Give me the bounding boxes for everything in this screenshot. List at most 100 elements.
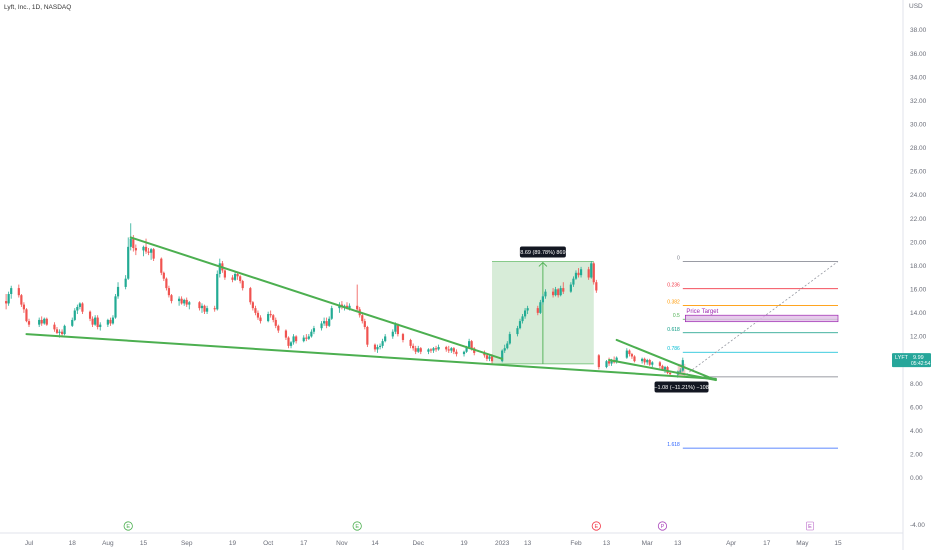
y-tick-label: 24.00 [910, 192, 927, 199]
candle [251, 301, 254, 311]
candle-body [289, 342, 293, 346]
candle-body [277, 325, 280, 331]
trendline-lower[interactable] [25, 333, 717, 380]
candle-body [81, 303, 84, 312]
candle [63, 324, 66, 336]
candle-body [376, 347, 379, 350]
candle-body [501, 350, 504, 362]
candle [289, 341, 293, 349]
candle-body [595, 282, 598, 291]
candle [536, 305, 539, 316]
event-marker[interactable]: E [352, 521, 362, 531]
candle-body [249, 288, 252, 303]
trendline-wedge-upper[interactable] [615, 338, 717, 382]
candle-body [272, 315, 275, 320]
candle-body [391, 331, 394, 337]
candle [73, 308, 76, 322]
candle-body [681, 360, 684, 371]
candle [409, 338, 412, 349]
trendline-upper[interactable] [129, 236, 504, 360]
x-tick-label: 15 [834, 540, 842, 547]
projection-label-bg [654, 381, 709, 393]
candle-body [658, 362, 662, 366]
candle-body [541, 296, 544, 303]
candle-body [605, 361, 608, 368]
candle-body [7, 294, 10, 304]
candle-body [356, 305, 359, 310]
candle-body [307, 336, 310, 339]
candle-body [630, 354, 634, 357]
candle-body [274, 319, 277, 326]
candle-body [256, 312, 260, 318]
candle [302, 335, 305, 343]
candle-body [213, 308, 216, 310]
candle [81, 302, 84, 315]
candle [506, 341, 509, 350]
candle-body [167, 288, 171, 296]
candle [483, 350, 486, 358]
projection-box[interactable] [677, 363, 686, 377]
candle [20, 294, 23, 307]
candle [312, 325, 316, 335]
candle-body [468, 341, 471, 348]
y-tick-label: 38.00 [910, 27, 927, 34]
candle [5, 294, 8, 310]
candle-body [323, 321, 326, 324]
candle [646, 358, 649, 365]
candle-body [259, 317, 262, 322]
candle [592, 262, 595, 285]
candle-body [76, 306, 79, 311]
candle [53, 322, 56, 332]
event-marker-circle [657, 521, 668, 531]
event-marker-circle [123, 521, 133, 531]
event-marker[interactable]: E [806, 521, 815, 531]
x-tick-label: Jul [25, 540, 34, 547]
candle-body [646, 360, 649, 363]
candle-body [231, 277, 234, 280]
candle-body [99, 324, 102, 327]
event-marker[interactable]: E [123, 521, 133, 531]
candle [681, 357, 684, 372]
candle [241, 279, 244, 291]
candle-body [205, 308, 209, 312]
candle-body [22, 304, 26, 310]
price-target-band[interactable] [685, 314, 839, 323]
candle-body [663, 367, 667, 370]
event-marker-label: E [126, 524, 130, 530]
event-marker[interactable]: E [591, 521, 601, 531]
candle-body [401, 334, 405, 340]
y-tick-label: 6.00 [910, 404, 923, 411]
candle-body [450, 348, 453, 351]
candle [213, 305, 216, 312]
candle [272, 314, 275, 323]
candle-body [124, 278, 127, 287]
y-tick-label: 28.00 [910, 145, 927, 152]
y-tick-label: 14.00 [910, 310, 927, 317]
trendline-wedge-lower[interactable] [608, 359, 717, 382]
candle [328, 316, 331, 327]
candle-body [330, 308, 333, 319]
event-marker-label: E [355, 524, 359, 530]
candle-body [241, 281, 244, 289]
candle-body [579, 269, 583, 276]
candle [106, 318, 109, 327]
candle-body [5, 301, 8, 304]
candle-body [412, 345, 415, 349]
price-axis[interactable] [903, 0, 932, 550]
candle-body [633, 356, 636, 362]
candle-body [572, 278, 575, 285]
candle-body [432, 348, 435, 351]
candle-body [129, 238, 132, 247]
candle [663, 365, 667, 373]
candle-body [116, 286, 120, 297]
candle-body [447, 349, 450, 351]
y-tick-label: 30.00 [910, 121, 927, 128]
candle-body [251, 302, 254, 309]
event-marker[interactable]: P [657, 521, 668, 531]
candle-body [554, 289, 557, 296]
candle [249, 286, 252, 305]
candle [648, 358, 651, 366]
x-tick-label: Feb [570, 540, 582, 547]
